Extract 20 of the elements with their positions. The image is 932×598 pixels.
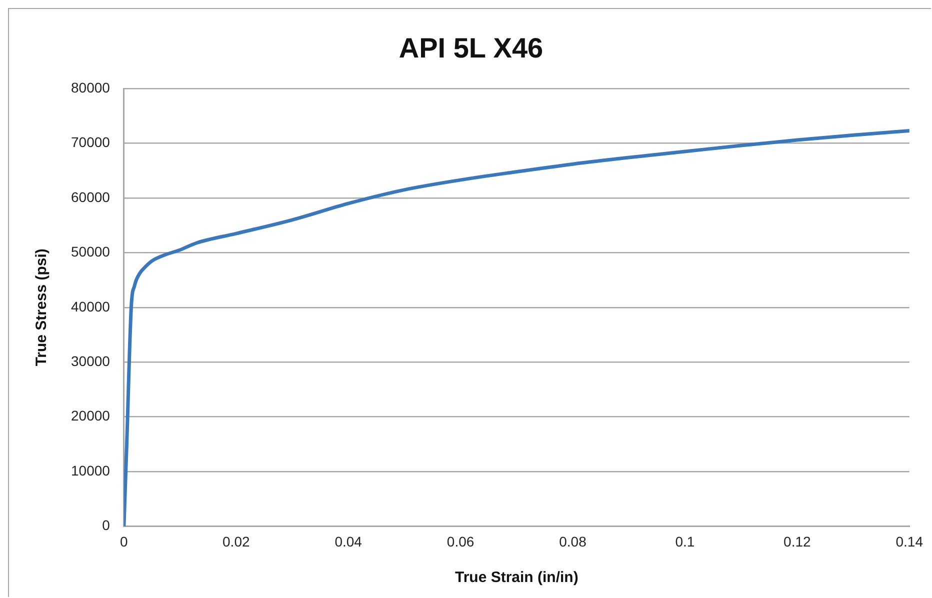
x-tick-label: 0.1 xyxy=(675,533,695,550)
y-tick-label: 80000 xyxy=(70,79,110,96)
y-tick-label: 50000 xyxy=(70,244,110,260)
x-tick-label: 0 xyxy=(120,533,128,550)
chart-title: API 5L X46 xyxy=(398,32,544,64)
y-tick-label: 10000 xyxy=(70,462,110,478)
x-axis-title: True Strain (in/in) xyxy=(454,569,578,586)
y-tick-label: 20000 xyxy=(70,408,110,424)
x-tick-label: 0.04 xyxy=(334,533,362,550)
x-tick-label: 0.02 xyxy=(222,533,250,550)
x-tick-label: 0.12 xyxy=(784,533,812,550)
y-tick-label: 40000 xyxy=(70,298,110,314)
x-tick-label: 0.06 xyxy=(446,533,474,550)
y-tick-label: 30000 xyxy=(70,352,110,369)
x-tick-label: 0.14 xyxy=(896,533,924,550)
y-axis-title: True Stress (psi) xyxy=(33,248,50,366)
y-tick-label: 0 xyxy=(102,517,110,534)
x-tick-label: 0.08 xyxy=(559,533,587,550)
y-tick-label: 60000 xyxy=(70,188,110,205)
y-tick-label: 70000 xyxy=(70,134,110,150)
